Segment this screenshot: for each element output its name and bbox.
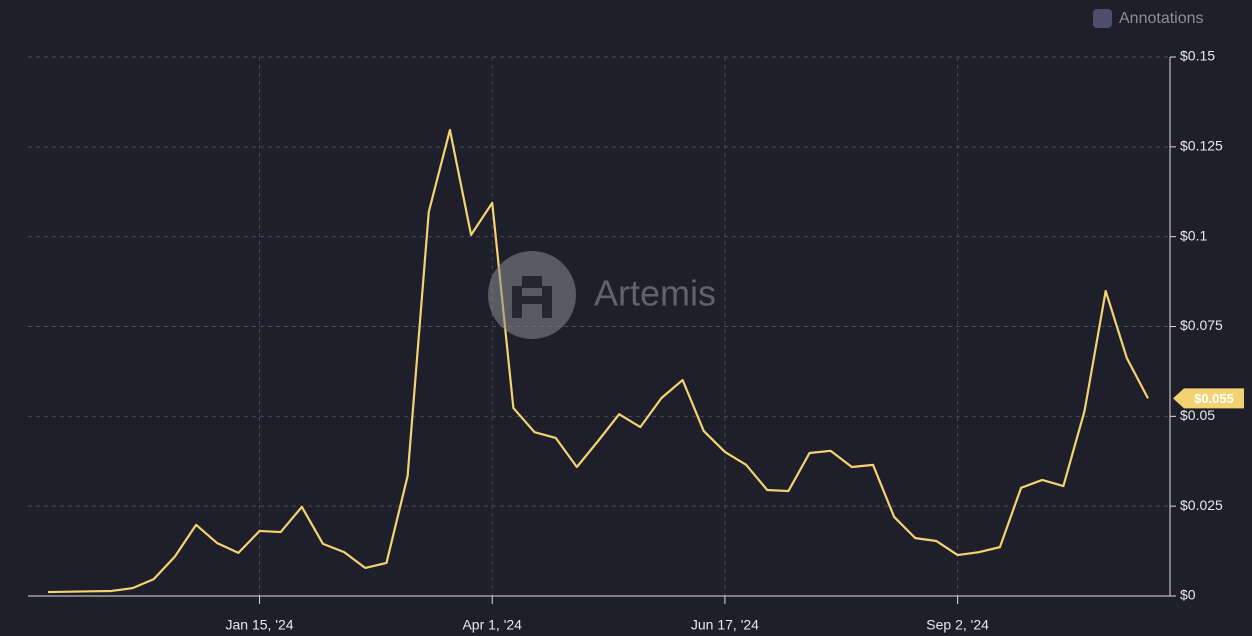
x-tick-label: Jan 15, '24: [226, 617, 294, 633]
toggle-label: Annotations: [1119, 10, 1204, 27]
y-tick-label: $0.075: [1180, 317, 1223, 333]
plot: $0 $0.025 $0.05 $0.075 $0.1 $0.125 $0.15 Jan 15…: [28, 48, 1244, 633]
watermark-text: Artemis: [594, 273, 716, 314]
last-value-tag: [1173, 388, 1244, 409]
y-tick-label: $0.15: [1180, 48, 1215, 64]
y-tick-label: $0.05: [1180, 407, 1215, 423]
x-tick-label: Sep 2, '24: [926, 617, 989, 633]
price-line: [47, 128, 1149, 594]
checkbox[interactable]: [1093, 9, 1112, 28]
last-value-label: $0.055: [1194, 391, 1234, 406]
y-tick-label: $0.025: [1180, 497, 1223, 513]
annotations-toggle[interactable]: Annotations: [1093, 9, 1204, 28]
watermark-glyph: [512, 276, 552, 318]
watermark-logo: [488, 251, 576, 339]
x-tick-label: Apr 1, '24: [462, 617, 522, 633]
y-tick-label: $0.1: [1180, 227, 1207, 243]
y-tick-label: $0: [1180, 587, 1196, 603]
x-tick-label: Jun 17, '24: [691, 617, 759, 633]
watermark: Artemis: [488, 251, 716, 339]
y-tick-label: $0.125: [1180, 138, 1223, 154]
